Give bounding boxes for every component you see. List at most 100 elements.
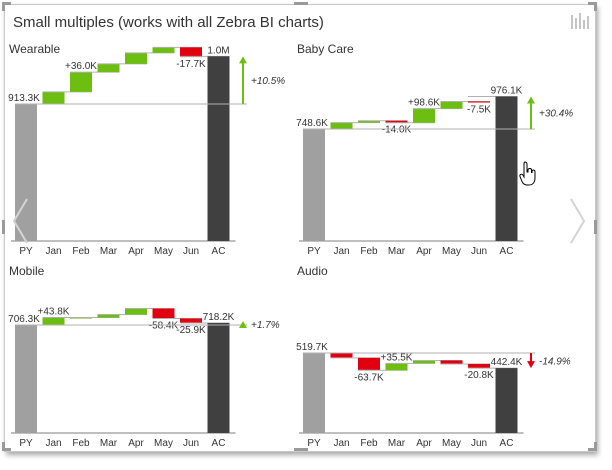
bar-may bbox=[152, 308, 175, 319]
resize-handle-bottom-right[interactable] bbox=[588, 448, 597, 451]
bar-jun bbox=[180, 318, 202, 323]
data-label-ac: 1.0M bbox=[207, 45, 229, 56]
variance-arrow-head bbox=[239, 321, 247, 328]
data-label-mar: -14.0K bbox=[382, 125, 412, 136]
category-label-ac: AC bbox=[500, 246, 514, 257]
data-label-ac: 718.2K bbox=[203, 312, 235, 323]
bar-mar bbox=[385, 363, 408, 371]
hand-pointer-icon bbox=[519, 161, 536, 186]
chart-title-audio: Audio bbox=[297, 264, 328, 278]
data-label-py: 913.3K bbox=[8, 93, 40, 104]
bar-ac bbox=[207, 322, 230, 433]
bar-jun bbox=[180, 47, 202, 58]
resize-handle-bottom[interactable] bbox=[294, 448, 308, 451]
data-label-may: -58.4K bbox=[149, 320, 179, 331]
category-label-feb: Feb bbox=[72, 438, 90, 449]
chevron-right-icon[interactable] bbox=[569, 197, 587, 245]
resize-handle-left[interactable] bbox=[2, 220, 5, 234]
variance-label: -14.9% bbox=[539, 357, 571, 368]
bar-jan bbox=[330, 353, 353, 358]
chart-title-mobile: Mobile bbox=[9, 264, 45, 278]
category-label-may: May bbox=[442, 438, 461, 449]
bar-mar bbox=[385, 120, 408, 123]
data-label-ac: 442.4K bbox=[491, 357, 523, 368]
category-label-mar: Mar bbox=[100, 438, 118, 449]
bar-ac bbox=[495, 368, 518, 433]
chart-title-baby-care: Baby Care bbox=[297, 42, 354, 56]
category-label-apr: Apr bbox=[128, 438, 144, 449]
category-label-ac: AC bbox=[500, 438, 514, 449]
variance-arrow-head bbox=[527, 96, 535, 104]
data-label-feb: -63.7K bbox=[354, 372, 384, 383]
resize-handle-bottom-left[interactable] bbox=[2, 448, 11, 451]
small-multiples-visual[interactable]: Small multiples (works with all Zebra BI… bbox=[4, 4, 596, 452]
category-label-jan: Jan bbox=[333, 438, 349, 449]
category-label-py: PY bbox=[307, 246, 321, 257]
data-label-jun: -17.7K bbox=[176, 59, 206, 70]
visual-title: Small multiples (works with all Zebra BI… bbox=[13, 14, 324, 31]
variance-label: +30.4% bbox=[539, 109, 573, 120]
resize-handle-top-left[interactable] bbox=[2, 2, 11, 5]
variance-arrow-head bbox=[527, 361, 535, 369]
data-label-py: 706.3K bbox=[8, 314, 40, 325]
category-label-jun: Jun bbox=[471, 246, 487, 257]
chevron-left-icon[interactable] bbox=[11, 197, 29, 245]
variance-label: +10.5% bbox=[251, 76, 285, 87]
waterfall-chart-wearable: 913.3K +36.0K -17.7K1.0M +10.5% PY Jan Feb Mar A… bbox=[8, 45, 285, 257]
resize-handle-bottom-left[interactable] bbox=[2, 442, 5, 451]
bar-py bbox=[15, 325, 37, 433]
category-label-mar: Mar bbox=[100, 246, 118, 257]
bar-jan bbox=[42, 317, 65, 325]
waterfall-chart-mobile: 706.3K+43.8K -58.4K-25.9K 718.2K +1.7% PY Jan… bbox=[8, 307, 280, 449]
variance-arrow-head bbox=[239, 56, 247, 64]
category-label-feb: Feb bbox=[72, 246, 90, 257]
bar-ac bbox=[207, 56, 230, 241]
data-label-ac: 976.1K bbox=[491, 85, 523, 96]
category-label-mar: Mar bbox=[388, 438, 406, 449]
data-label-jun: -7.5K bbox=[467, 105, 491, 116]
category-label-jan: Jan bbox=[333, 246, 349, 257]
resize-handle-top[interactable] bbox=[294, 2, 308, 5]
category-label-may: May bbox=[154, 438, 173, 449]
category-label-may: May bbox=[442, 246, 461, 257]
bar-feb bbox=[358, 357, 380, 371]
category-label-py: PY bbox=[19, 246, 33, 257]
resize-handle-top-right[interactable] bbox=[588, 2, 597, 5]
bar-jun bbox=[468, 101, 490, 103]
bar-py bbox=[303, 129, 325, 241]
waterfall-chart-audio: 519.7K -63.7K +35.5K -20.8K 442.4K -14.9% PY Ja… bbox=[296, 342, 571, 449]
bar-feb bbox=[70, 72, 92, 92]
category-label-jan: Jan bbox=[45, 438, 61, 449]
category-label-mar: Mar bbox=[388, 246, 406, 257]
category-label-jun: Jun bbox=[183, 246, 199, 257]
data-label-jun: -20.8K bbox=[464, 370, 494, 381]
category-label-ac: AC bbox=[212, 438, 226, 449]
category-label-feb: Feb bbox=[360, 438, 378, 449]
resize-handle-top-right[interactable] bbox=[594, 2, 597, 11]
bar-jan bbox=[42, 91, 65, 104]
category-label-feb: Feb bbox=[360, 246, 378, 257]
bar-apr bbox=[125, 308, 147, 315]
bar-apr bbox=[413, 360, 435, 364]
data-label-py: 519.7K bbox=[296, 342, 328, 353]
category-label-py: PY bbox=[19, 438, 33, 449]
resize-handle-right[interactable] bbox=[594, 220, 597, 234]
category-label-jun: Jun bbox=[183, 438, 199, 449]
category-label-jun: Jun bbox=[471, 438, 487, 449]
bar-may bbox=[152, 47, 175, 53]
data-label-mar: +35.5K bbox=[381, 352, 413, 363]
category-label-may: May bbox=[154, 246, 173, 257]
category-label-jan: Jan bbox=[45, 246, 61, 257]
category-label-apr: Apr bbox=[416, 438, 432, 449]
category-label-apr: Apr bbox=[128, 246, 144, 257]
bar-apr bbox=[125, 52, 147, 64]
bar-mar bbox=[97, 314, 120, 318]
category-label-apr: Apr bbox=[416, 246, 432, 257]
variance-label: +1.7% bbox=[251, 320, 280, 331]
bar-jan bbox=[330, 122, 353, 129]
resize-handle-bottom-right[interactable] bbox=[594, 442, 597, 451]
bar-ac bbox=[495, 96, 518, 241]
resize-handle-top-left[interactable] bbox=[2, 2, 5, 11]
bars-grid-icon[interactable] bbox=[571, 13, 591, 31]
